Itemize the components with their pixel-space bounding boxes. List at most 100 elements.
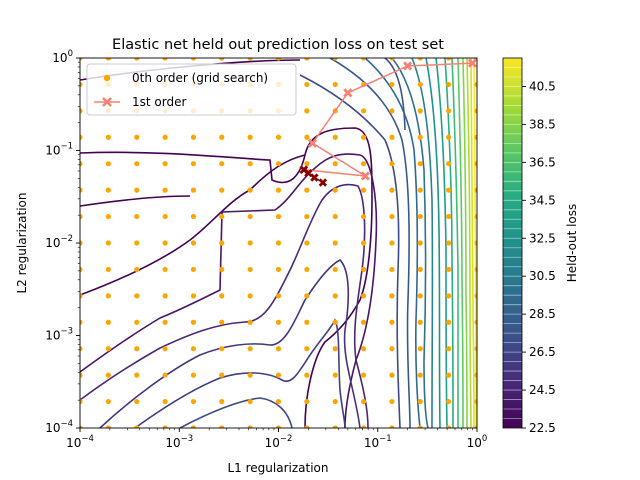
grid-search-point-12-8 [417,213,423,220]
grid-search-point-5-1 [219,398,225,405]
contour-level-21 [470,58,475,428]
grid-search-point-2-0 [134,425,140,428]
grid-search-point-10-0 [360,425,367,428]
grid-search-point-5-11 [219,134,225,140]
grid-search-point-10-1 [360,398,367,405]
x-tick-label-1: 10−3 [165,434,193,450]
colorbar: 22.5 24.5 26.5 28.5 30.5 32.5 34.5 36.5 38.5 40.5… [502,57,579,435]
colorbar-tick-label-8: 38.5 [529,117,556,131]
colorbar-tick-label-6: 34.5 [529,193,556,207]
grid-search-point-14-3 [474,346,477,352]
grid-search-point-1-5 [105,293,111,299]
grid-search-point-10-6 [360,266,367,273]
y-tick-label-4: 100 [52,49,73,65]
grid-search-point-4-3 [190,346,197,352]
grid-search-point-7-6 [275,266,282,273]
grid-search-point-9-4 [332,319,338,325]
grid-search-point-3-7 [162,240,168,246]
grid-search-point-1-6 [105,266,111,273]
contour-level-5 [80,183,369,428]
grid-search-point-3-10 [162,161,168,167]
grid-search-point-11-12 [389,108,395,114]
grid-search-point-1-2 [105,372,111,378]
grid-search-point-0-8 [80,213,83,220]
grid-search-point-3-9 [162,187,168,193]
contour-level-4 [80,153,378,428]
grid-search-point-14-12 [474,108,477,114]
grid-search-point-7-4 [275,319,282,325]
grid-search-point-4-4 [190,319,197,325]
grid-search-point-14-0 [474,425,477,428]
colorbar-gradient [503,58,522,428]
grid-search-point-8-10 [304,161,310,167]
grid-search-point-0-3 [80,346,83,352]
grid-search-point-7-14 [275,58,282,61]
grid-search-point-8-14 [304,58,310,61]
grid-search-point-9-8 [332,213,338,220]
grid-search-point-6-10 [247,161,253,167]
grid-search-point-8-12 [304,108,310,114]
y-tick-label-2: 10−2 [45,234,73,250]
grid-search-point-14-11 [474,134,477,140]
grid-search-point-6-14 [247,58,253,61]
grid-search-point-11-7 [389,240,395,246]
grid-search-point-6-8 [247,213,253,220]
colorbar-tick-label-0: 22.5 [529,421,556,435]
grid-search-point-10-11 [360,134,367,140]
grid-search-point-2-14 [134,58,140,61]
contour-level-14 [425,58,441,428]
colorbar-tick-label-3: 28.5 [529,307,556,321]
grid-search-point-9-9 [332,187,338,193]
grid-search-point-13-0 [446,425,452,428]
grid-search-point-7-11 [275,134,282,140]
grid-search-point-12-7 [417,240,423,246]
legend-box [86,63,297,116]
grid-search-point-6-3 [247,346,253,352]
grid-search-point-14-4 [474,319,477,325]
grid-search-point-11-13 [389,81,395,88]
contour-level-6 [99,259,361,428]
first-order-path-marker-1 [403,61,413,71]
grid-search-point-2-9 [134,187,140,193]
colorbar-tick-label-2: 26.5 [529,345,556,359]
grid-search-point-3-14 [162,58,168,61]
y-axis-label: L2 regularization [15,192,29,293]
grid-search-point-5-2 [219,372,225,378]
grid-search-point-10-5 [360,293,367,299]
grid-search-point-6-7 [247,240,253,246]
grid-search-point-12-12 [417,108,423,114]
contour-level-7 [134,318,346,428]
legend-marker-first-order [102,97,112,107]
grid-search-point-9-2 [332,372,338,378]
grid-search-point-7-9 [275,187,282,193]
grid-search-point-2-6 [134,266,140,273]
grid-search-point-0-12 [80,108,83,114]
colorbar-tick-label-4: 30.5 [529,269,556,283]
grid-search-point-8-8 [304,213,310,220]
grid-search-point-1-9 [105,187,111,193]
grid-search-point-1-1 [105,398,111,405]
grid-search-point-11-0 [389,425,395,428]
grid-search-point-2-11 [134,134,140,140]
grid-search-point-6-2 [247,372,253,378]
grid-search-point-2-5 [134,293,140,299]
grid-search-point-13-13 [446,81,452,88]
grid-search-point-6-4 [247,319,253,325]
grid-search-point-3-1 [162,398,168,405]
contour-level-2 [80,154,306,296]
grid-search-point-2-4 [134,319,140,325]
grid-search-point-8-13 [304,81,310,88]
legend-label-grid-search: 0th order (grid search) [132,71,268,85]
x-tick-label-2: 10−2 [265,434,293,450]
grid-search-point-12-2 [417,372,423,378]
first-order-path-marker-4 [360,171,370,181]
grid-search-point-11-14 [389,58,395,61]
contour-level-15 [435,58,448,428]
grid-search-point-4-8 [190,213,197,220]
grid-search-point-7-7 [275,240,282,246]
grid-search-point-11-9 [389,187,395,193]
contour-level-13 [411,58,434,428]
grid-search-point-9-13 [332,81,338,88]
grid-search-point-7-2 [275,372,282,378]
